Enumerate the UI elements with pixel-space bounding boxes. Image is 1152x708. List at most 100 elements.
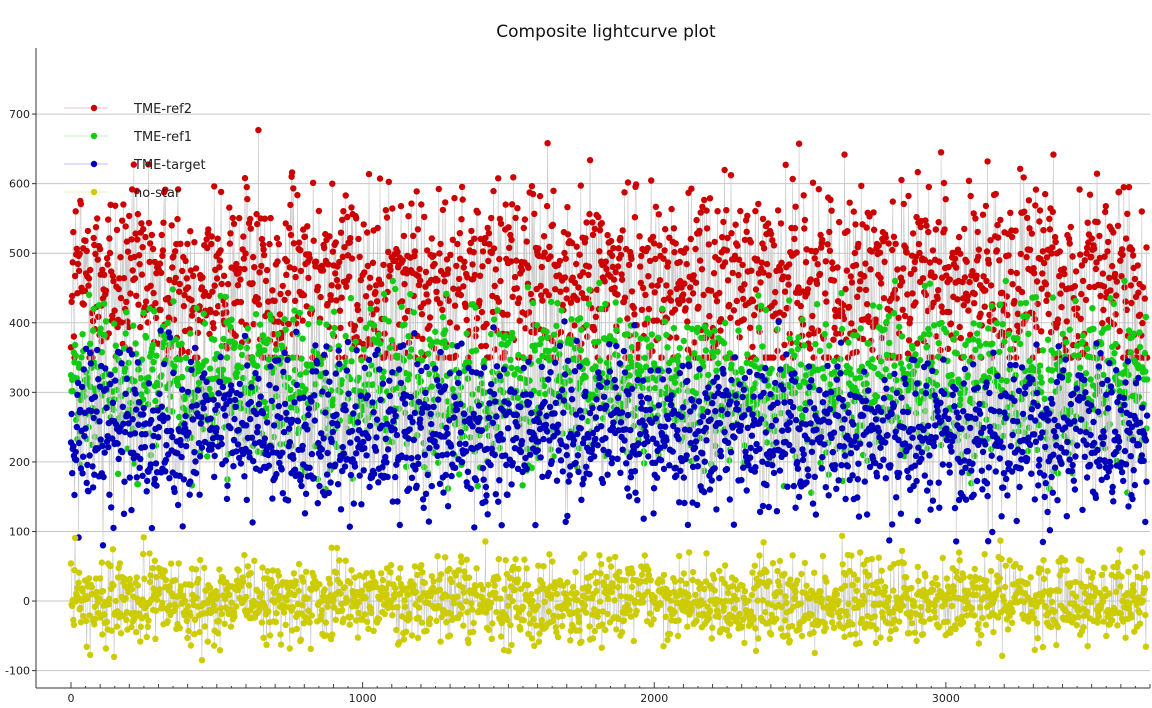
data-point	[513, 285, 520, 292]
data-point	[152, 314, 160, 322]
data-point	[283, 271, 290, 278]
data-point	[735, 327, 742, 334]
data-point	[632, 331, 639, 338]
data-point	[110, 320, 118, 327]
data-point	[956, 323, 963, 331]
data-point	[141, 443, 149, 451]
data-point	[229, 214, 236, 222]
data-point	[366, 284, 373, 291]
data-point	[636, 233, 643, 240]
data-point	[291, 265, 298, 273]
data-point	[807, 420, 814, 427]
data-point	[628, 385, 636, 392]
data-point	[497, 277, 504, 285]
data-point	[374, 224, 381, 232]
data-point	[287, 386, 294, 394]
data-point	[1007, 268, 1015, 275]
data-point	[405, 339, 413, 346]
data-point	[373, 416, 381, 423]
data-point	[774, 399, 781, 406]
data-point	[983, 248, 991, 255]
data-point	[250, 321, 257, 328]
data-point	[603, 402, 610, 410]
data-point	[644, 315, 651, 322]
data-point	[1069, 253, 1076, 260]
data-point	[250, 253, 257, 261]
data-point	[614, 352, 621, 359]
data-point	[347, 471, 355, 479]
data-point	[691, 339, 698, 346]
data-point	[392, 285, 399, 293]
data-point	[461, 258, 468, 265]
data-point	[217, 371, 225, 379]
data-point	[261, 435, 268, 442]
data-point	[880, 295, 888, 302]
data-point	[286, 224, 293, 232]
data-point	[713, 506, 720, 513]
data-point	[1079, 338, 1086, 346]
data-point	[211, 473, 218, 481]
data-point	[571, 322, 578, 329]
data-point	[964, 372, 971, 379]
data-point	[1094, 373, 1101, 380]
data-point	[624, 485, 631, 492]
data-point	[277, 290, 284, 298]
data-point	[201, 320, 209, 327]
data-point	[142, 233, 149, 241]
data-point	[1049, 244, 1056, 251]
data-point	[674, 427, 681, 434]
data-point	[1107, 287, 1114, 294]
data-point	[193, 402, 200, 409]
data-point	[275, 403, 282, 410]
data-point	[254, 362, 261, 370]
data-point	[489, 419, 497, 427]
data-point	[605, 360, 612, 367]
data-point	[502, 201, 509, 208]
data-point	[301, 233, 309, 240]
data-point	[792, 203, 799, 210]
data-point	[440, 489, 447, 496]
data-point	[110, 277, 117, 285]
data-point	[521, 216, 529, 223]
data-point	[561, 249, 568, 257]
data-point	[128, 351, 136, 358]
data-point	[401, 280, 408, 288]
data-point	[474, 482, 481, 490]
data-point	[374, 346, 381, 354]
data-point	[179, 523, 186, 530]
data-point	[870, 364, 878, 371]
data-point	[748, 267, 755, 274]
data-point	[1141, 295, 1149, 302]
data-point	[653, 317, 661, 324]
data-point	[963, 258, 970, 265]
data-point	[698, 266, 706, 273]
data-point	[517, 403, 524, 411]
data-point	[379, 380, 387, 387]
data-point	[684, 318, 691, 325]
data-point	[1043, 254, 1051, 261]
data-point	[619, 227, 626, 234]
data-point	[443, 290, 450, 297]
data-point	[727, 172, 735, 179]
data-point	[426, 314, 434, 321]
data-point	[1065, 371, 1073, 379]
data-point	[150, 358, 157, 366]
data-point	[717, 327, 724, 334]
data-point	[729, 269, 736, 277]
data-point	[567, 299, 575, 306]
data-point	[604, 231, 611, 239]
data-point	[566, 472, 573, 479]
data-point	[889, 246, 896, 254]
data-point	[351, 322, 359, 330]
data-point	[747, 239, 754, 246]
data-point	[180, 302, 188, 310]
data-point	[845, 339, 852, 346]
data-point	[452, 352, 459, 359]
data-point	[1074, 305, 1081, 312]
data-point	[104, 261, 111, 268]
data-point	[1031, 270, 1038, 277]
data-point	[337, 324, 344, 332]
data-point	[1088, 235, 1096, 242]
data-point	[1104, 248, 1111, 255]
data-point	[194, 329, 202, 337]
